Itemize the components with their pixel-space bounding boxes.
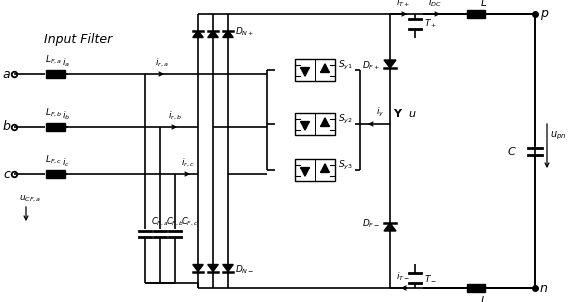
Text: $L_{F,a}$: $L_{F,a}$ [45,54,63,66]
Text: $i_{r,c}$: $i_{r,c}$ [181,157,195,169]
Text: $L$: $L$ [480,0,487,8]
Text: $S_{y3}$: $S_{y3}$ [338,159,353,172]
Polygon shape [193,265,203,271]
Text: $C_{F,c}$: $C_{F,c}$ [181,216,198,228]
Bar [295,159,335,181]
Polygon shape [384,60,396,68]
Text: $C_{F,a}$: $C_{F,a}$ [151,216,168,228]
Text: $T_+$: $T_+$ [424,18,437,30]
Polygon shape [223,265,233,271]
Bar [45,70,64,78]
Text: $C_{F,b}$: $C_{F,b}$ [166,216,184,228]
Bar [295,113,335,135]
Text: $i_{r,b}$: $i_{r,b}$ [168,110,182,122]
Text: a: a [2,68,10,81]
Text: $i_{r,a}$: $i_{r,a}$ [155,57,169,69]
Bar [467,284,485,292]
Text: $D_{F+}$: $D_{F+}$ [362,60,380,72]
Text: $i_a$: $i_a$ [62,56,70,69]
Text: n: n [540,282,548,295]
Text: $D_{N-}$: $D_{N-}$ [235,264,255,276]
Text: $D_{N+}$: $D_{N+}$ [235,26,255,38]
Bar [467,10,485,18]
Text: $I_{DC}$: $I_{DC}$ [428,0,442,9]
Text: $i_c$: $i_c$ [62,156,70,169]
Polygon shape [321,164,329,172]
Text: $i_b$: $i_b$ [62,110,70,122]
Polygon shape [208,31,218,37]
Bar [45,123,64,131]
Text: $u$: $u$ [408,109,416,119]
Bar [295,59,335,81]
Text: $S_{y2}$: $S_{y2}$ [338,112,353,126]
Polygon shape [384,223,396,231]
Polygon shape [300,121,309,130]
Polygon shape [208,265,218,271]
Text: $i_{T+}$: $i_{T+}$ [396,0,410,9]
Polygon shape [193,31,203,37]
Text: $i_{T-}$: $i_{T-}$ [396,271,410,283]
Polygon shape [223,31,233,37]
Text: Input Filter: Input Filter [44,33,112,46]
Text: p: p [540,7,548,20]
Text: Y: Y [393,109,401,119]
Text: $C$: $C$ [508,145,517,157]
Text: c: c [3,168,10,181]
Text: $u_{CF,a}$: $u_{CF,a}$ [19,194,41,204]
Text: b: b [2,120,10,133]
Text: $T_-$: $T_-$ [424,273,437,283]
Polygon shape [300,68,309,76]
Text: $D_{F-}$: $D_{F-}$ [362,218,380,230]
Text: $L_{F,b}$: $L_{F,b}$ [45,107,63,119]
Polygon shape [321,118,329,127]
Polygon shape [300,168,309,176]
Text: $L_{F,c}$: $L_{F,c}$ [45,154,63,166]
Bar [45,170,64,178]
Text: $L$: $L$ [480,294,487,302]
Text: $u_{pn}$: $u_{pn}$ [550,130,566,142]
Text: $S_{y1}$: $S_{y1}$ [338,59,353,72]
Text: $i_y$: $i_y$ [376,106,384,119]
Polygon shape [321,64,329,72]
